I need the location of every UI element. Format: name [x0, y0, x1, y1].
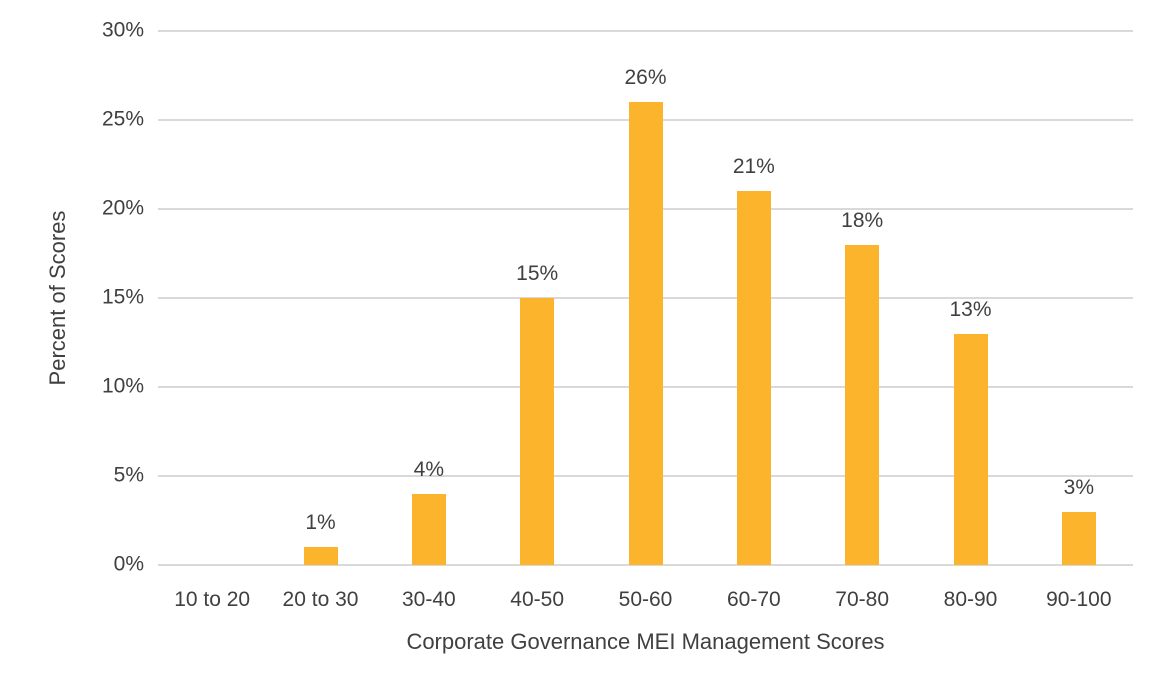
x-tick-label: 70-80 [835, 588, 890, 611]
bar-data-label: 21% [732, 155, 775, 179]
bar [303, 547, 338, 565]
bar-data-label: 3% [1063, 475, 1095, 499]
y-tick-label: 5% [113, 463, 144, 487]
x-tick-label: 90-100 [1046, 588, 1112, 611]
x-tick-label: 80-90 [943, 588, 998, 611]
gridline [158, 564, 1133, 566]
bar-data-label: 13% [949, 297, 992, 321]
x-tick-label: 30-40 [401, 588, 456, 611]
y-tick-label: 10% [101, 374, 144, 398]
x-tick-label: 40-50 [510, 588, 565, 611]
bar-data-label: 18% [841, 208, 884, 232]
bar [1061, 511, 1096, 565]
bar [628, 102, 663, 565]
bar-data-label: 15% [516, 262, 559, 285]
bar [411, 493, 446, 565]
y-tick-label: 25% [101, 107, 144, 131]
x-tick-label: 50-60 [618, 588, 673, 611]
y-tick-label: 0% [113, 552, 144, 576]
bar-data-label: 26% [624, 66, 667, 90]
x-tick-label: 20 to 30 [282, 588, 359, 611]
bar [736, 191, 771, 565]
bar-data-label: 1% [305, 511, 336, 535]
y-tick-label: 30% [101, 18, 144, 42]
bar [953, 333, 988, 565]
x-axis-title: Corporate Governance MEI Management Scor… [406, 629, 885, 654]
plot-area: 0% 5% 10% 15% 20% 25% 30% 10 to 20 1% 20 to 30 4% 3… [102, 19, 1133, 611]
y-tick-label: 20% [101, 196, 144, 220]
y-axis-title: Percent of Scores [45, 210, 70, 386]
bar [520, 298, 555, 565]
bar [845, 244, 880, 565]
x-tick-label: 10 to 20 [174, 588, 251, 611]
gridline [158, 30, 1133, 32]
y-tick-label: 15% [101, 285, 144, 309]
x-tick-label: 60-70 [726, 588, 781, 611]
bar-data-label: 4% [413, 457, 445, 481]
